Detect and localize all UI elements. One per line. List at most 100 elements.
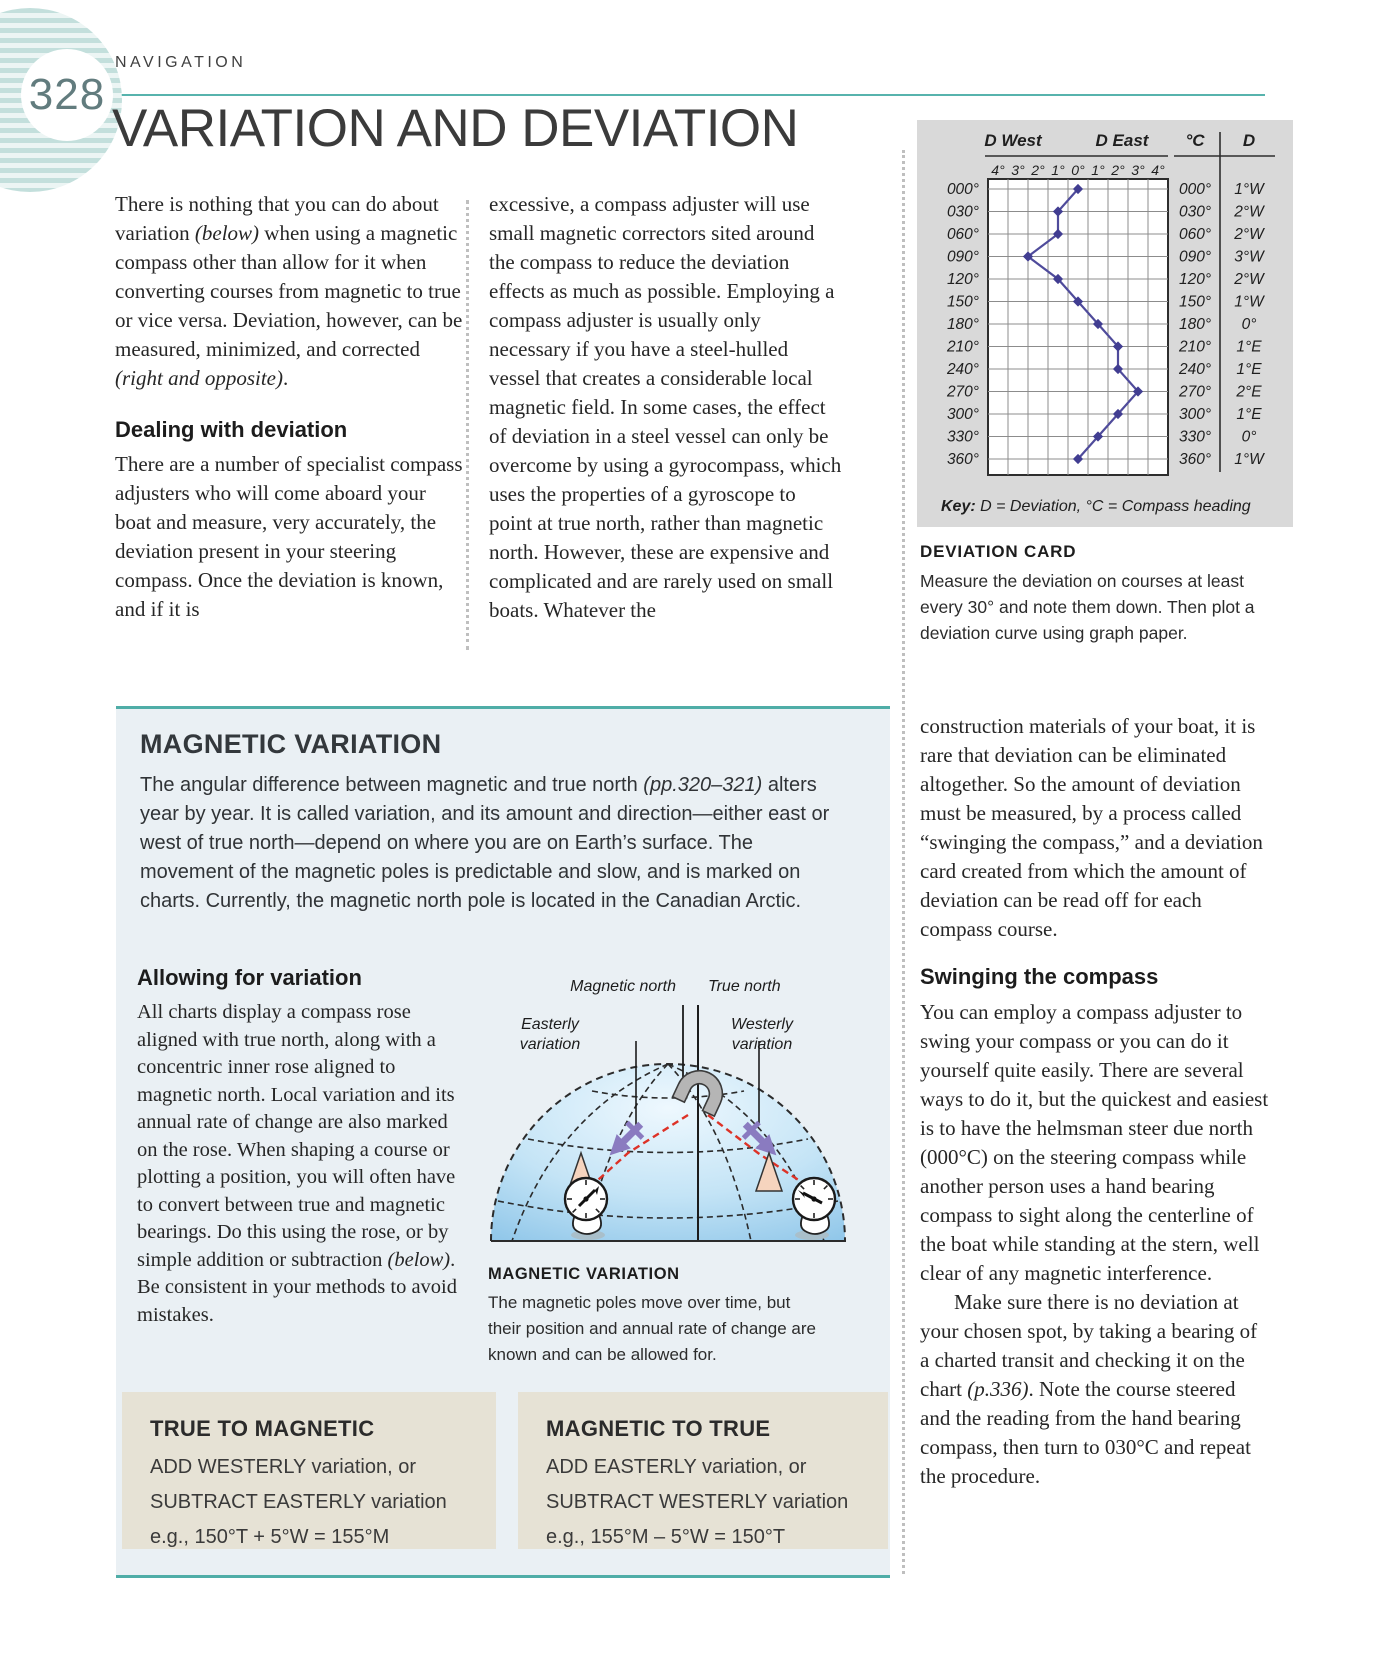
body-column-right: construction materials of your boat, it …: [920, 712, 1270, 1491]
table-compass-heading: 330°: [1179, 429, 1211, 446]
row-heading: 150°: [947, 294, 979, 311]
page-number-badge: 328: [0, 8, 122, 192]
row-heading: 030°: [947, 204, 979, 221]
magnetic-to-true-box: MAGNETIC TO TRUE ADD EASTERLY variation,…: [518, 1392, 888, 1549]
rule-box-title: TRUE TO MAGNETIC: [150, 1416, 375, 1441]
table-deviation-value: 1°W: [1234, 294, 1265, 311]
table-compass-heading: 150°: [1179, 294, 1211, 311]
page-number-circle: 328: [21, 49, 113, 141]
table-deviation-value: 0°: [1242, 429, 1257, 446]
table-deviation-value: 2°W: [1233, 226, 1265, 243]
table-deviation-value: 2°W: [1233, 204, 1265, 221]
scale-tick: 3°: [1131, 162, 1145, 178]
magnetic-variation-box: MAGNETIC VARIATION The angular differenc…: [116, 706, 890, 1578]
paragraph: You can employ a compass adjuster to swi…: [920, 1000, 1269, 1285]
rule-line: ADD EASTERLY variation, or: [546, 1456, 807, 1478]
deviation-chart: D West D East °C D 4° 3° 2° 1° 0° 1° 2° 3° 4° 000° 000…: [941, 131, 1275, 515]
rule-example: e.g., 155°M – 5°W = 150°T: [546, 1526, 786, 1548]
row-heading: 330°: [947, 429, 979, 446]
paragraph: All charts display a compass rose aligne…: [137, 1001, 457, 1326]
row-heading: 210°: [946, 339, 979, 356]
data-point: [1112, 363, 1124, 375]
column-divider: [466, 200, 469, 650]
variation-bearing-lines: [587, 1113, 813, 1190]
page-number: 328: [28, 70, 106, 119]
true-to-magnetic-box: TRUE TO MAGNETIC ADD WESTERLY variation,…: [122, 1392, 496, 1549]
paragraph: There is nothing that you can do about v…: [115, 192, 463, 390]
magnet-icon: [671, 1069, 724, 1118]
scale-tick: 3°: [1011, 162, 1025, 178]
subheading-dealing-with-deviation: Dealing with deviation: [115, 417, 348, 442]
scale-tick: 2°: [1030, 162, 1045, 178]
row-heading: 000°: [947, 181, 979, 198]
table-compass-heading: 090°: [1179, 249, 1211, 266]
data-point: [1052, 273, 1064, 285]
row-heading: 120°: [947, 271, 979, 288]
label-easterly-variation: Easterly variation: [519, 1016, 581, 1053]
table-compass-heading: 060°: [1179, 226, 1211, 243]
rule-box-title: MAGNETIC TO TRUE: [546, 1416, 771, 1441]
paragraph: excessive, a compass adjuster will use s…: [489, 192, 842, 622]
header-compass: °C: [1185, 131, 1205, 150]
rule-line: ADD WESTERLY variation, or: [150, 1456, 417, 1478]
table-deviation-value: 1°E: [1236, 339, 1262, 356]
row-heading: 090°: [947, 249, 979, 266]
table-deviation-value: 0°: [1242, 316, 1257, 333]
data-point: [1092, 318, 1104, 330]
table-deviation-value: 1°W: [1234, 451, 1265, 468]
label-true-north: True north: [708, 978, 781, 995]
scale-tick: 2°: [1110, 162, 1125, 178]
table-compass-heading: 030°: [1179, 204, 1211, 221]
row-heading: 270°: [946, 384, 979, 401]
paragraph: construction materials of your boat, it …: [920, 714, 1263, 941]
table-compass-heading: 180°: [1179, 316, 1211, 333]
data-point: [1022, 251, 1034, 262]
scale-tick: 4°: [991, 162, 1005, 178]
table-deviation-value: 2°W: [1233, 271, 1265, 288]
paragraph: There are a number of specialist compass…: [115, 452, 463, 621]
subheading-allowing-for-variation: Allowing for variation: [137, 965, 362, 990]
row-heading: 180°: [947, 316, 979, 333]
rule-line: SUBTRACT WESTERLY variation: [546, 1491, 849, 1513]
feature-box-title: MAGNETIC VARIATION: [140, 729, 442, 759]
data-point: [1072, 453, 1084, 465]
chart-key: Key: D = Deviation, °C = Compass heading: [941, 498, 1251, 515]
header-d-east: D East: [1096, 131, 1150, 150]
section-kicker: NAVIGATION: [115, 54, 247, 71]
data-point: [1072, 296, 1084, 307]
table-compass-heading: 270°: [1178, 384, 1211, 401]
scale-tick: 4°: [1151, 162, 1165, 178]
diagram-caption: MAGNETIC VARIATION The magnetic poles mo…: [488, 1265, 824, 1368]
table-deviation-value: 2°E: [1235, 384, 1262, 401]
deviation-card-panel: D West D East °C D 4° 3° 2° 1° 0° 1° 2° 3° 4° 000° 000…: [917, 120, 1293, 527]
table-deviation-value: 3°W: [1234, 249, 1265, 266]
table-deviation-value: 1°E: [1236, 361, 1262, 378]
table-compass-heading: 210°: [1178, 339, 1211, 356]
caption-text: Measure the deviation on courses at leas…: [920, 571, 1255, 643]
diagram-caption-text: The magnetic poles move over time, but t…: [488, 1293, 816, 1364]
hand-bearing-compass-right: [791, 1176, 837, 1240]
diagram-caption-title: MAGNETIC VARIATION: [488, 1265, 680, 1283]
rule-line: SUBTRACT EASTERLY variation: [150, 1491, 447, 1513]
globe-illustration: [489, 1005, 847, 1242]
scale-tick: 1°: [1051, 162, 1065, 178]
table-compass-heading: 240°: [1178, 361, 1211, 378]
scale-tick: 1°: [1091, 162, 1105, 178]
table-deviation-value: 1°W: [1234, 181, 1265, 198]
subheading-swinging-the-compass: Swinging the compass: [920, 964, 1159, 989]
sight-cone-right: [754, 1150, 784, 1192]
data-point: [1052, 206, 1064, 217]
rule-example: e.g., 150°T + 5°W = 155°M: [150, 1526, 390, 1548]
row-heading: 060°: [947, 226, 979, 243]
header-d-west: D West: [984, 131, 1043, 150]
table-deviation-value: 1°E: [1236, 406, 1262, 423]
data-point: [1052, 228, 1064, 240]
data-point: [1092, 431, 1104, 442]
caption-title: DEVIATION CARD: [920, 542, 1077, 561]
data-point: [1072, 183, 1084, 195]
body-column-1: There is nothing that you can do about v…: [115, 190, 463, 624]
column-divider: [902, 150, 905, 1574]
table-compass-heading: 120°: [1179, 271, 1211, 288]
label-magnetic-north: Magnetic north: [570, 978, 676, 995]
